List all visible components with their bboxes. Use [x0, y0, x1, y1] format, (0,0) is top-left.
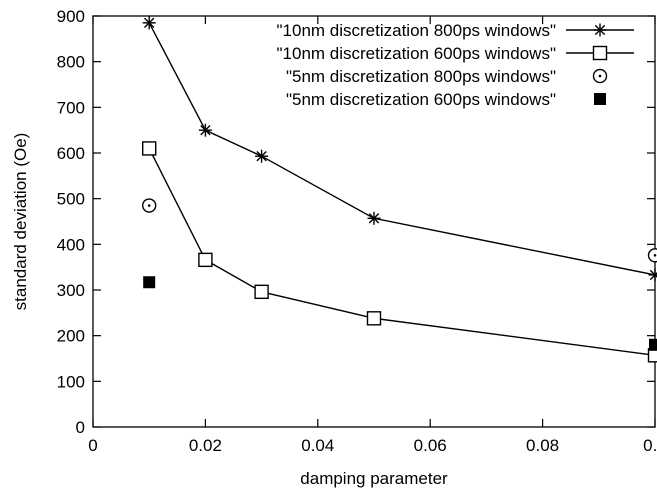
- legend-entry: "5nm discretization 600ps windows": [286, 90, 606, 109]
- y-tick-label: 800: [57, 53, 85, 72]
- series-line: [148, 148, 656, 356]
- legend-entry: "10nm discretization 600ps windows": [277, 44, 634, 63]
- legend-label: "10nm discretization 600ps windows": [277, 44, 557, 63]
- data-point: [141, 141, 157, 156]
- legend: "10nm discretization 800ps windows" "10nm…: [277, 21, 634, 109]
- y-axis: 0 100 200 300 400 500 600 700 800 900: [57, 7, 655, 437]
- series-1: [142, 16, 657, 282]
- series-2: [141, 141, 657, 363]
- y-tick-label: 700: [57, 98, 85, 117]
- x-tick-label: 0.02: [189, 436, 222, 455]
- legend-marker: [594, 93, 606, 105]
- data-point: [648, 268, 657, 282]
- y-tick-label: 400: [57, 235, 85, 254]
- y-tick-label: 0: [76, 418, 85, 437]
- data-point: [143, 276, 156, 289]
- y-tick-label: 200: [57, 327, 85, 346]
- data-point: [198, 252, 213, 268]
- legend-marker: [593, 23, 607, 37]
- x-tick-label: 0.04: [301, 436, 334, 455]
- data-point: [367, 211, 381, 225]
- legend-label: "10nm discretization 800ps windows": [277, 21, 557, 40]
- series-4: [143, 276, 657, 351]
- legend-marker: [592, 68, 608, 84]
- y-axis-title: standard deviation (Oe): [11, 133, 30, 311]
- x-tick-label: 0: [88, 436, 97, 455]
- x-tick-label: 0.1: [643, 436, 657, 455]
- data-point: [142, 16, 156, 30]
- legend-label: "5nm discretization 800ps windows": [286, 67, 556, 86]
- x-tick-label: 0.06: [414, 436, 447, 455]
- y-tick-label: 500: [57, 190, 85, 209]
- legend-entry: "10nm discretization 800ps windows": [277, 21, 634, 40]
- data-point: [141, 198, 157, 213]
- data-point: [649, 338, 657, 351]
- plot-border: [92, 15, 656, 428]
- legend-label: "5nm discretization 600ps windows": [286, 90, 556, 109]
- y-tick-label: 900: [57, 7, 85, 26]
- y-tick-label: 300: [57, 281, 85, 300]
- legend-entry: "5nm discretization 800ps windows": [286, 67, 608, 86]
- data-point: [198, 123, 212, 137]
- x-axis-title: damping parameter: [300, 469, 448, 488]
- y-tick-label: 600: [57, 144, 85, 163]
- y-tick-label: 100: [57, 372, 85, 391]
- data-point: [366, 311, 382, 326]
- series-3: [141, 198, 657, 263]
- x-tick-label: 0.08: [526, 436, 559, 455]
- legend-marker: [592, 45, 608, 61]
- x-axis: 0 0.02 0.04 0.06 0.08 0.1: [88, 16, 657, 455]
- data-point: [647, 248, 657, 263]
- plot-series: [141, 16, 657, 363]
- plot-frame: [92, 15, 656, 428]
- data-point: [254, 284, 269, 300]
- data-point: [255, 149, 269, 163]
